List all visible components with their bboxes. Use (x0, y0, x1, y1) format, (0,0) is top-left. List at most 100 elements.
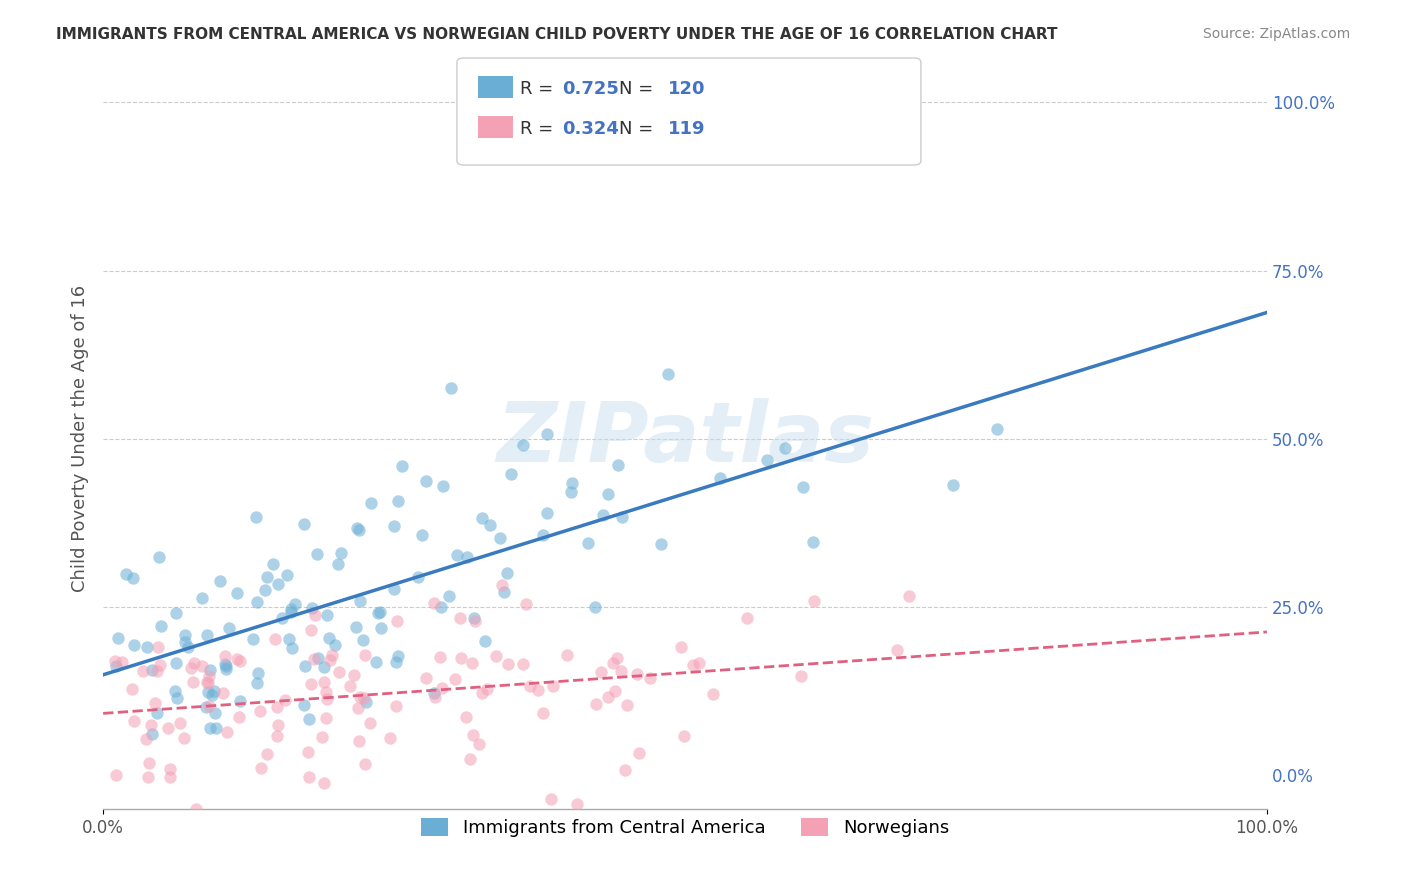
Point (246, 676, 269, 690)
Point (136, 770, 159, 784)
Text: 0.324: 0.324 (562, 120, 619, 138)
Point (307, 650, 329, 665)
Point (242, 632, 264, 647)
Point (263, 557, 285, 571)
Point (314, 674, 336, 689)
Point (122, 571, 145, 585)
Point (432, 479, 454, 493)
Point (197, 628, 219, 642)
Legend: Immigrants from Central America, Norwegians: Immigrants from Central America, Norwegi… (413, 811, 956, 845)
Point (626, 667, 648, 681)
Point (385, 615, 408, 629)
Point (184, 802, 207, 816)
Point (146, 665, 169, 679)
Point (276, 567, 298, 582)
Point (202, 684, 225, 698)
Point (650, 537, 672, 551)
Point (560, 485, 582, 500)
Point (526, 683, 548, 698)
Point (897, 589, 920, 603)
Point (146, 706, 169, 720)
Point (449, 611, 471, 625)
Point (330, 546, 353, 560)
Point (640, 671, 662, 685)
Point (197, 699, 219, 714)
Point (387, 493, 409, 508)
Point (496, 657, 519, 672)
Point (292, 516, 315, 531)
Point (460, 752, 482, 766)
Point (107, 631, 129, 645)
Point (209, 574, 232, 588)
Point (280, 602, 302, 616)
Text: N =: N = (619, 120, 658, 138)
Point (215, 724, 238, 739)
Point (253, 582, 276, 597)
Point (323, 639, 346, 653)
Point (173, 731, 195, 745)
Point (111, 655, 134, 669)
Text: 120: 120 (668, 80, 706, 98)
Point (256, 747, 278, 762)
Point (489, 531, 512, 545)
Point (212, 686, 235, 700)
Point (246, 595, 269, 609)
Point (603, 684, 626, 698)
Text: N =: N = (619, 80, 658, 98)
Point (485, 648, 508, 663)
Point (339, 679, 361, 693)
Point (166, 690, 188, 705)
Point (583, 600, 606, 615)
Point (491, 578, 513, 592)
Point (343, 667, 366, 681)
Point (194, 699, 217, 714)
Point (515, 597, 537, 611)
Point (353, 690, 375, 705)
Point (592, 508, 614, 522)
Point (367, 606, 389, 620)
Point (370, 622, 392, 636)
Point (346, 521, 368, 535)
Point (191, 659, 214, 673)
Text: R =: R = (520, 80, 560, 98)
Point (384, 655, 406, 669)
Point (349, 594, 371, 608)
Point (494, 585, 516, 599)
Point (422, 686, 444, 700)
Point (141, 718, 163, 732)
Point (280, 605, 302, 619)
Point (886, 642, 908, 657)
Point (121, 682, 143, 697)
Point (122, 639, 145, 653)
Point (150, 619, 173, 633)
Point (297, 745, 319, 759)
Point (429, 650, 451, 665)
Point (702, 687, 724, 701)
Point (245, 509, 267, 524)
Point (266, 718, 288, 732)
Point (533, 706, 555, 720)
Point (456, 549, 478, 564)
Point (299, 623, 322, 637)
Point (304, 607, 326, 622)
Point (353, 756, 375, 771)
Point (437, 589, 460, 603)
Text: IMMIGRANTS FROM CENTRAL AMERICA VS NORWEGIAN CHILD POVERTY UNDER THE AGE OF 16 C: IMMIGRANTS FROM CENTRAL AMERICA VS NORWE… (56, 27, 1057, 42)
Point (315, 685, 337, 699)
Point (411, 527, 433, 541)
Point (297, 770, 319, 784)
Point (415, 671, 437, 685)
Point (114, 566, 136, 581)
Point (519, 680, 541, 694)
Point (271, 610, 294, 624)
Point (801, 534, 824, 549)
Point (612, 510, 634, 524)
Point (169, 715, 191, 730)
Point (159, 770, 181, 784)
Point (180, 661, 202, 675)
Point (200, 663, 222, 677)
Text: R =: R = (520, 120, 560, 138)
Point (307, 547, 329, 561)
Point (352, 633, 374, 648)
Point (266, 700, 288, 714)
